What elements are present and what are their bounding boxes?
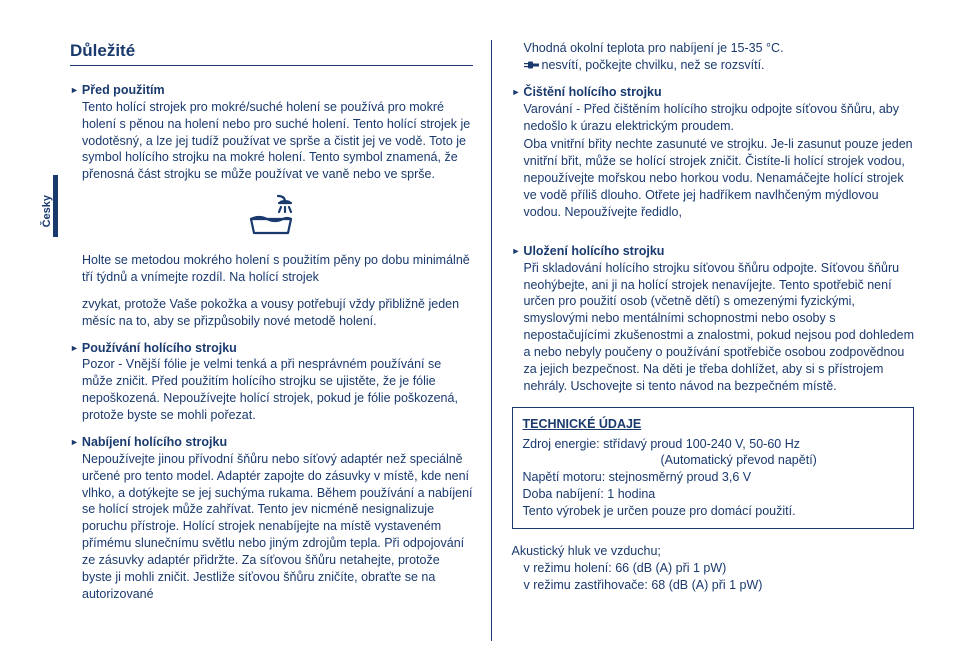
specs-line-3: Napětí motoru: stejnosměrný proud 3,6 V [523, 469, 904, 486]
text-before-use-1: Tento holící strojek pro mokré/suché hol… [70, 99, 473, 183]
section-head-charging: Nabíjení holícího strojku [70, 434, 473, 451]
section-head-using: Používání holícího strojku [70, 340, 473, 357]
noise-line-3: v režimu zastřihovače: 68 (dB (A) při 1 … [512, 577, 915, 594]
wet-shave-icon [70, 193, 473, 242]
text-temp: Vhodná okolní teplota pro nabíjení je 15… [512, 40, 915, 57]
specs-title: TECHNICKÉ ÚDAJE [523, 416, 904, 433]
text-before-use-2: Holte se metodou mokrého holení s použit… [70, 252, 473, 286]
specs-line-1: Zdroj energie: střídavý proud 100-240 V,… [523, 436, 904, 453]
text-using: Pozor - Vnější fólie je velmi tenká a př… [70, 356, 473, 424]
text-storage: Při skladování holícího strojku síťovou … [512, 260, 915, 395]
text-charging: Nepoužívejte jinou přívodní šňůru nebo s… [70, 451, 473, 603]
specs-line-2: (Automatický převod napětí) [523, 452, 904, 469]
text-cleaning-2: Oba vnitřní břity nechte zasunuté ve str… [512, 136, 915, 220]
left-column: Důležité Před použitím Tento holící stro… [70, 40, 492, 641]
text-plug-note: nesvítí, počkejte chvilku, než se rozsví… [512, 57, 915, 74]
language-label: Česky [40, 195, 55, 227]
page-container: Důležité Před použitím Tento holící stro… [0, 0, 954, 671]
section-head-storage: Uložení holícího strojku [512, 243, 915, 260]
plug-icon [524, 58, 540, 75]
page-title: Důležité [70, 40, 473, 66]
specs-line-5: Tento výrobek je určen pouze pro domácí … [523, 503, 904, 520]
text-before-use-3: zvykat, protože Vaše pokožka a vousy pot… [70, 296, 473, 330]
noise-line-1: Akustický hluk ve vzduchu; [512, 543, 915, 560]
noise-line-2: v režimu holení: 66 (dB (A) při 1 pW) [512, 560, 915, 577]
section-head-before-use: Před použitím [70, 82, 473, 99]
specs-box: TECHNICKÉ ÚDAJE Zdroj energie: střídavý … [512, 407, 915, 529]
specs-line-4: Doba nabíjení: 1 hodina [523, 486, 904, 503]
section-head-cleaning: Čištění holícího strojku [512, 84, 915, 101]
plug-note-text: nesvítí, počkejte chvilku, než se rozsví… [542, 58, 765, 72]
text-cleaning-1: Varování - Před čištěním holícího strojk… [512, 101, 915, 135]
right-column: Vhodná okolní teplota pro nabíjení je 15… [512, 40, 915, 641]
